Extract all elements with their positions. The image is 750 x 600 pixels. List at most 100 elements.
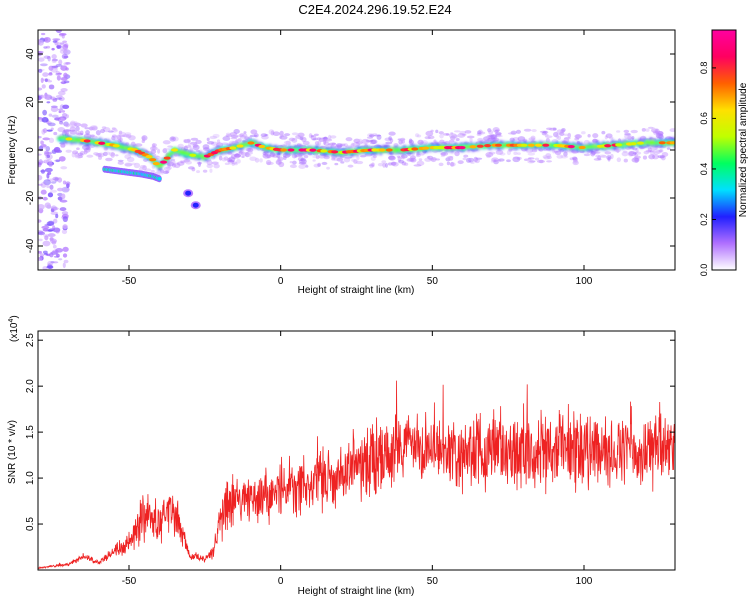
noise-speck	[40, 144, 47, 148]
halo-speck	[298, 162, 307, 165]
halo-speck	[598, 154, 607, 157]
ridge-core	[65, 137, 73, 141]
halo-speck	[69, 129, 78, 135]
halo-speck	[141, 139, 145, 143]
halo-speck	[229, 132, 238, 136]
noise-speck	[65, 124, 69, 128]
ridge-core	[469, 145, 477, 149]
halo-speck	[447, 155, 454, 158]
halo-speck	[512, 156, 521, 159]
noise-speck	[53, 131, 58, 136]
halo-speck	[233, 153, 242, 158]
halo-speck	[515, 129, 522, 134]
noise-speck	[47, 260, 54, 267]
halo-speck	[234, 153, 242, 158]
noise-speck	[46, 173, 50, 179]
halo-speck	[660, 155, 666, 161]
blob-core	[192, 202, 199, 208]
noise-speck	[55, 95, 63, 98]
halo-speck	[486, 154, 491, 159]
halo-speck	[76, 147, 80, 151]
halo-speck	[449, 135, 456, 141]
halo-speck	[572, 157, 578, 162]
halo-speck	[313, 133, 319, 137]
noise-speck	[59, 199, 68, 203]
snr-y-multiplier: (x104)	[8, 315, 20, 342]
halo-speck	[310, 135, 317, 141]
halo-speck	[401, 139, 405, 144]
noise-speck	[38, 174, 43, 181]
halo-speck	[128, 135, 136, 141]
ridge-core	[149, 158, 157, 162]
noise-speck	[51, 47, 55, 51]
halo-speck	[549, 127, 557, 131]
halo-speck	[177, 143, 184, 149]
halo-speck	[63, 130, 68, 134]
snr-y-label: SNR (10 * v/v)	[7, 420, 18, 484]
halo-speck	[122, 134, 130, 138]
halo-speck	[344, 156, 353, 159]
halo-speck	[183, 159, 191, 163]
halo-speck	[141, 135, 148, 141]
halo-speck	[388, 136, 392, 141]
ridge-core	[229, 146, 237, 150]
halo-speck	[427, 135, 435, 140]
halo-speck	[494, 134, 503, 138]
halo-speck	[485, 152, 494, 158]
halo-speck	[544, 133, 549, 137]
halo-speck	[583, 139, 590, 145]
halo-speck	[227, 159, 235, 165]
halo-speck	[289, 160, 293, 164]
noise-speck	[50, 127, 54, 131]
noise-speck	[46, 265, 54, 269]
halo-speck	[366, 136, 374, 139]
snr-y-axis: 0.5 1.0 1.5 2.0 2.5	[25, 333, 675, 531]
halo-speck	[116, 134, 122, 140]
noise-speck	[48, 84, 55, 90]
noise-speck	[55, 30, 62, 33]
halo-speck	[190, 141, 198, 145]
halo-speck	[645, 128, 650, 132]
halo-speck	[231, 162, 235, 166]
halo-speck	[245, 147, 252, 152]
spectrogram-y-axis: 40 20 0 -20 -40	[25, 48, 675, 253]
halo-speck	[126, 156, 135, 163]
halo-speck	[433, 139, 437, 144]
halo-speck	[192, 143, 198, 148]
halo-speck	[151, 165, 155, 169]
halo-speck	[506, 149, 512, 156]
halo-speck	[595, 154, 600, 158]
halo-speck	[408, 138, 413, 144]
halo-speck	[275, 159, 282, 165]
halo-speck	[317, 140, 322, 146]
halo-speck	[124, 154, 132, 160]
halo-speck	[401, 161, 407, 166]
noise-speck	[62, 216, 68, 223]
halo-speck	[539, 159, 544, 164]
halo-speck	[277, 157, 281, 163]
halo-speck	[329, 135, 337, 139]
halo-speck	[294, 154, 303, 158]
halo-speck	[631, 157, 640, 163]
noise-speck	[52, 244, 57, 249]
halo-speck	[84, 127, 90, 130]
halo-speck	[573, 159, 578, 164]
halo-speck	[312, 159, 316, 162]
noise-speck	[60, 166, 68, 170]
halo-speck	[531, 128, 537, 133]
halo-speck	[206, 137, 210, 142]
halo-speck	[499, 152, 506, 156]
halo-speck	[118, 134, 126, 138]
halo-speck	[150, 169, 155, 174]
halo-speck	[88, 126, 96, 131]
noise-speck	[58, 33, 67, 36]
halo-speck	[478, 129, 483, 134]
noise-speck	[58, 108, 63, 111]
halo-speck	[259, 158, 263, 163]
ridge-core	[669, 141, 675, 145]
halo-speck	[415, 133, 420, 138]
ridge-cell	[199, 154, 204, 157]
halo-speck	[528, 157, 532, 162]
halo-speck	[318, 137, 325, 143]
halo-speck	[648, 154, 656, 160]
